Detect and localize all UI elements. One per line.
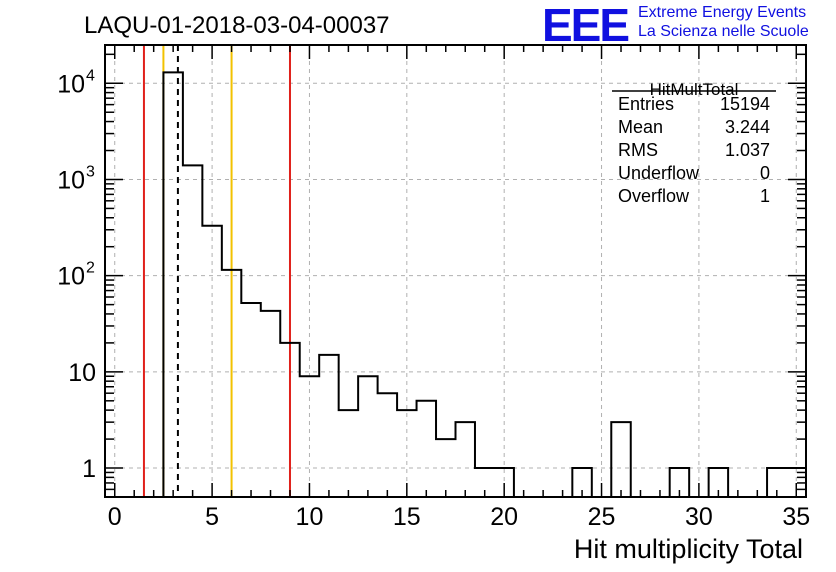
y-tick-label-base: 1 bbox=[82, 455, 96, 483]
stats-label: RMS bbox=[618, 140, 658, 160]
x-tick-label: 20 bbox=[490, 503, 518, 531]
y-tick-label-exponent: 4 bbox=[86, 67, 95, 84]
stats-box: HitMultTotal Entries 15194 Mean 3.244 RMS 1.0… bbox=[612, 80, 776, 206]
x-tick-label: 15 bbox=[393, 503, 421, 531]
x-axis-label: Hit multiplicity Total bbox=[574, 534, 803, 564]
plot-frame bbox=[104, 44, 807, 498]
eee-logo: EEE bbox=[542, 0, 630, 51]
stats-label: Entries bbox=[618, 94, 674, 114]
x-tick-label: 35 bbox=[782, 503, 810, 531]
y-tick-label: 10 bbox=[68, 359, 96, 387]
x-tick-label: 10 bbox=[296, 503, 324, 531]
x-tick-labels: 0 5 10 15 20 25 30 35 bbox=[108, 503, 810, 531]
x-tick-label: 30 bbox=[685, 503, 713, 531]
y-tick-label: 10 2 bbox=[57, 260, 95, 291]
logo-line-2: La Scienza nelle Scuole bbox=[638, 23, 809, 40]
chart-title: LAQU-01-2018-03-04-00037 bbox=[84, 12, 390, 39]
y-tick-label: 10 3 bbox=[57, 163, 95, 194]
y-tick-label-exponent: 2 bbox=[86, 260, 95, 277]
histogram-outline bbox=[162, 71, 807, 498]
y-tick-label-base: 10 bbox=[68, 359, 96, 387]
x-tick-label: 5 bbox=[205, 503, 219, 531]
stats-value: 3.244 bbox=[725, 117, 770, 137]
stats-title: HitMultTotal bbox=[650, 80, 739, 99]
y-tick-label-base: 10 bbox=[57, 70, 85, 98]
y-tick-label-base: 10 bbox=[57, 263, 85, 291]
stats-label: Underflow bbox=[618, 163, 700, 183]
stats-value: 1 bbox=[760, 186, 770, 206]
stats-value: 1.037 bbox=[725, 140, 770, 160]
stats-value: 0 bbox=[760, 163, 770, 183]
logo-line-1: Extreme Energy Events bbox=[638, 4, 807, 21]
axis-ticks bbox=[105, 45, 806, 498]
x-tick-label: 0 bbox=[108, 503, 122, 531]
stats-label: Overflow bbox=[618, 186, 690, 206]
y-tick-label: 10 4 bbox=[57, 67, 95, 98]
stats-label: Mean bbox=[618, 117, 663, 137]
y-tick-label-exponent: 3 bbox=[86, 163, 95, 180]
y-tick-label: 1 bbox=[82, 455, 96, 483]
stats-value: 15194 bbox=[720, 94, 770, 114]
stats-rows: Entries 15194 Mean 3.244 RMS 1.037 Underflow 0 O… bbox=[618, 94, 770, 206]
x-tick-label: 25 bbox=[588, 503, 616, 531]
y-tick-label-base: 10 bbox=[57, 166, 85, 194]
